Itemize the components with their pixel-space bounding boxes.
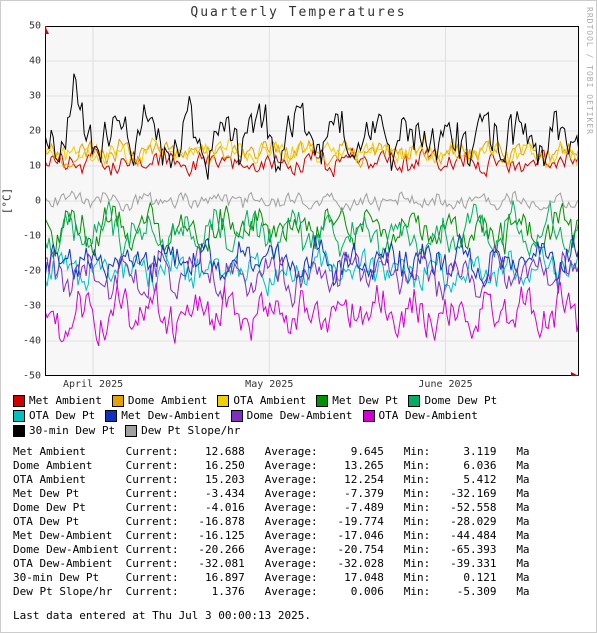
- legend-row: 30-min Dew Pt Dew Pt Slope/hr: [13, 424, 588, 439]
- legend-swatch: [408, 395, 420, 407]
- y-tick-label: 0: [15, 196, 41, 207]
- y-tick-label: 20: [15, 126, 41, 137]
- chart-title: Quarterly Temperatures: [1, 1, 596, 20]
- y-tick-label: 10: [15, 161, 41, 172]
- legend-item-ota_ambient: OTA Ambient: [217, 394, 306, 407]
- legend-label: Dome Dew Pt: [424, 394, 497, 407]
- legend-swatch: [316, 395, 328, 407]
- legend-item-met_dewpt: Met Dew Pt: [316, 394, 398, 407]
- legend-swatch: [13, 395, 25, 407]
- legend-swatch: [231, 410, 243, 422]
- legend-item-ota_dewpt: OTA Dew Pt: [13, 409, 95, 422]
- x-tick-label: June 2025: [418, 379, 472, 390]
- legend-item-dewpt_slope: Dew Pt Slope/hr: [125, 424, 240, 437]
- legend-swatch: [13, 425, 25, 437]
- x-tick-label: May 2025: [245, 379, 293, 390]
- chart-container: RRDTOOL / TOBI OETIKER Quarterly Tempera…: [0, 0, 597, 633]
- legend-item-ota_dewamb: OTA Dew-Ambient: [363, 409, 478, 422]
- legend: Met Ambient Dome Ambient OTA Ambient Met De…: [13, 394, 588, 439]
- x-tick-label: April 2025: [63, 379, 123, 390]
- legend-item-dome_dewpt: Dome Dew Pt: [408, 394, 497, 407]
- legend-item-dome_ambient: Dome Ambient: [112, 394, 207, 407]
- y-tick-label: -50: [15, 371, 41, 382]
- legend-label: Met Dew Pt: [332, 394, 398, 407]
- legend-swatch: [217, 395, 229, 407]
- legend-label: Met Dew-Ambient: [121, 409, 220, 422]
- legend-label: 30-min Dew Pt: [29, 424, 115, 437]
- y-axis-label: [°C]: [1, 188, 14, 215]
- legend-swatch: [13, 410, 25, 422]
- y-tick-label: 50: [15, 21, 41, 32]
- legend-swatch: [105, 410, 117, 422]
- legend-row: OTA Dew Pt Met Dew-Ambient Dome Dew-Ambien…: [13, 409, 588, 424]
- legend-item-dome_dewamb: Dome Dew-Ambient: [231, 409, 353, 422]
- legend-swatch: [363, 410, 375, 422]
- legend-item-met_ambient: Met Ambient: [13, 394, 102, 407]
- legend-item-min30_dewpt: 30-min Dew Pt: [13, 424, 115, 437]
- y-tick-label: 40: [15, 56, 41, 67]
- legend-label: Dew Pt Slope/hr: [141, 424, 240, 437]
- legend-swatch: [125, 425, 137, 437]
- footer-text: Last data entered at Thu Jul 3 00:00:13 …: [13, 609, 588, 622]
- chart-svg: [45, 26, 579, 376]
- legend-row: Met Ambient Dome Ambient OTA Ambient Met De…: [13, 394, 588, 409]
- y-tick-label: -20: [15, 266, 41, 277]
- legend-label: Dome Dew-Ambient: [247, 409, 353, 422]
- legend-label: OTA Dew-Ambient: [379, 409, 478, 422]
- stats-table: Met Ambient Current: 12.688 Average: 9.6…: [13, 445, 588, 599]
- y-tick-label: -40: [15, 336, 41, 347]
- legend-label: Met Ambient: [29, 394, 102, 407]
- legend-swatch: [112, 395, 124, 407]
- y-tick-label: 30: [15, 91, 41, 102]
- y-tick-label: -30: [15, 301, 41, 312]
- y-tick-label: -10: [15, 231, 41, 242]
- legend-label: OTA Ambient: [233, 394, 306, 407]
- chart-plot-area: [°C] -50-40-30-20-1001020304050 April 20…: [45, 26, 579, 376]
- legend-label: OTA Dew Pt: [29, 409, 95, 422]
- legend-label: Dome Ambient: [128, 394, 207, 407]
- watermark-text: RRDTOOL / TOBI OETIKER: [585, 7, 594, 135]
- legend-item-met_dewamb: Met Dew-Ambient: [105, 409, 220, 422]
